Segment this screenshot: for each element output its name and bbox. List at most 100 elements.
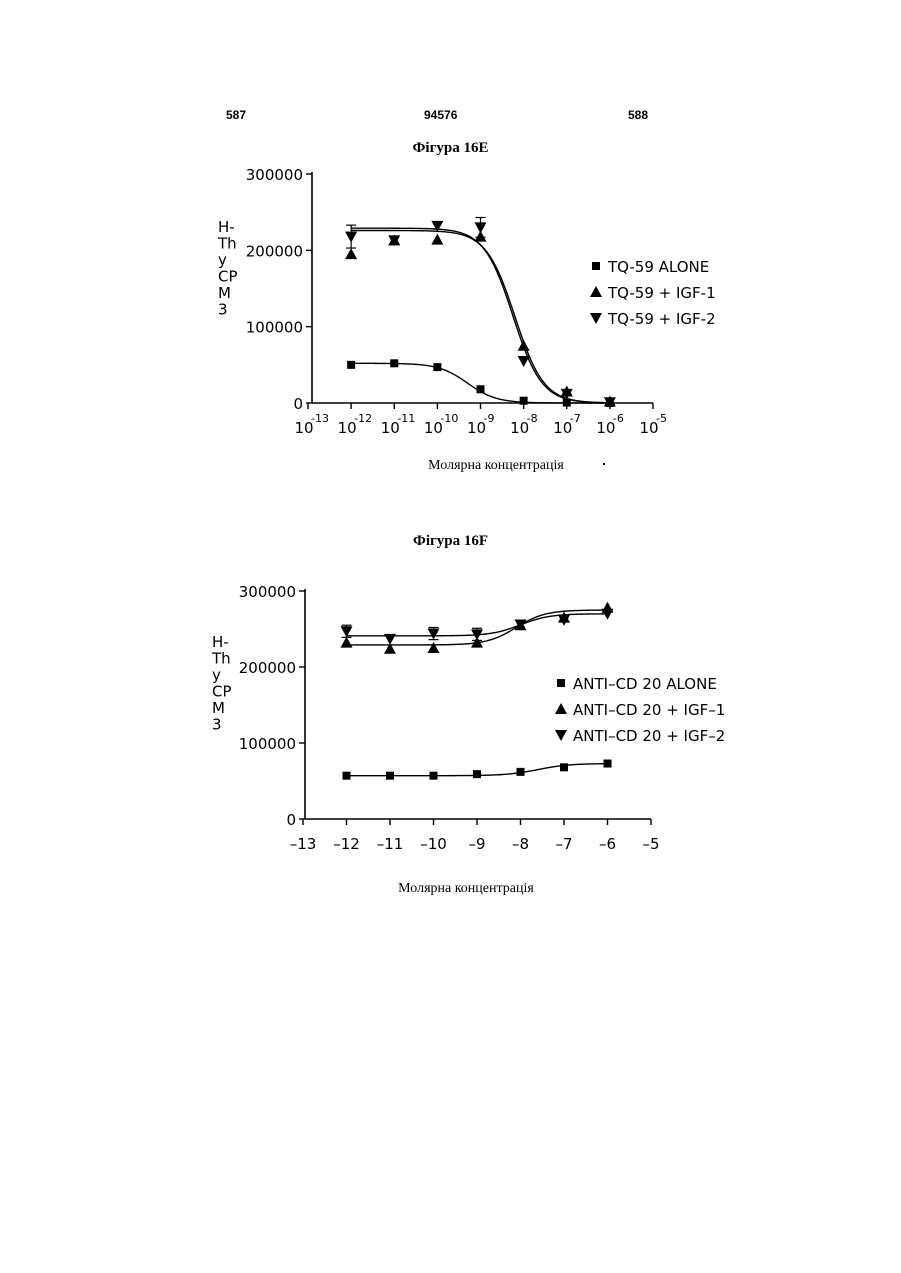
- data-point: [386, 772, 394, 780]
- y-axis-label: H-ThyCPM3: [217, 218, 238, 319]
- x-tick-label: –8: [512, 835, 529, 853]
- x-tick-label: 10-8: [510, 412, 538, 437]
- series-1: [343, 760, 612, 780]
- x-tick-label: –5: [642, 835, 659, 853]
- y-axis-label-line: y: [212, 666, 221, 684]
- page-number-right: 588: [628, 108, 648, 122]
- data-point: [604, 760, 612, 768]
- x-tick-exponent: -10: [440, 412, 458, 425]
- data-point: [343, 772, 351, 780]
- data-point: [347, 361, 355, 369]
- y-tick-label: 300000: [239, 583, 296, 601]
- data-point: [560, 763, 568, 771]
- y-tick-label: 100000: [246, 319, 303, 337]
- legend: ANTI–CD 20 ALONE ANTI–CD 20 + IGF–1 ANTI–C…: [555, 675, 725, 745]
- x-tick-exponent: -7: [570, 412, 581, 425]
- legend-marker: [557, 679, 565, 687]
- x-tick-label: –7: [555, 835, 572, 853]
- x-tick-exponent: -5: [656, 412, 667, 425]
- chart-title-16e: Фігура 16E: [0, 140, 901, 157]
- legend-label: TQ-59 + IGF-1: [607, 284, 716, 302]
- data-point: [475, 222, 487, 233]
- data-point: [430, 772, 438, 780]
- y-axis-label-line: H-: [212, 633, 229, 651]
- fit-curve: [351, 363, 608, 403]
- y-axis-label-line: 3: [218, 301, 228, 319]
- y-axis-label-line: Th: [211, 650, 231, 668]
- data-point: [431, 221, 443, 232]
- x-axis-label-16f: Молярна концентрація: [366, 881, 566, 897]
- legend-marker: [555, 730, 567, 741]
- series-3: [341, 609, 614, 645]
- x-tick-label: –10: [420, 835, 447, 853]
- data-point: [431, 234, 443, 245]
- legend-label: TQ-59 ALONE: [607, 258, 709, 276]
- y-tick-label: 0: [293, 395, 303, 413]
- x-tick-label: 10-10: [424, 412, 459, 437]
- stray-dot: [603, 463, 605, 465]
- data-point: [384, 634, 396, 645]
- legend-marker: [590, 313, 602, 324]
- y-tick-label: 0: [286, 811, 296, 829]
- series-2: [345, 230, 616, 406]
- legend-label: TQ-59 + IGF-2: [607, 310, 716, 328]
- x-tick-exponent: -12: [354, 412, 372, 425]
- y-axis-label-line: CP: [218, 268, 238, 286]
- x-tick-label: 10-9: [467, 412, 495, 437]
- document-number: 94576: [424, 108, 457, 122]
- legend-marker: [555, 703, 567, 714]
- data-point: [477, 385, 485, 393]
- axes: 0 100000 200000 300000 10-13 10-12 10-11 10-10 1…: [246, 166, 667, 437]
- x-tick-label: –13: [290, 835, 317, 853]
- data-point: [473, 770, 481, 778]
- data-point: [341, 637, 353, 648]
- x-tick-exponent: -6: [613, 412, 624, 425]
- fit-curve: [351, 228, 608, 403]
- y-tick-label: 300000: [246, 166, 303, 184]
- y-tick-label: 200000: [239, 659, 296, 677]
- data-point: [433, 363, 441, 371]
- y-axis-label-line: M: [218, 284, 231, 302]
- y-axis-label-line: CP: [212, 683, 232, 701]
- x-tick-label: 10-6: [596, 412, 624, 437]
- x-tick-label: 10-11: [381, 412, 416, 437]
- y-axis-label-line: M: [212, 699, 225, 717]
- chart-16e: 0 100000 200000 300000 10-13 10-12 10-11 10-10 1…: [0, 160, 901, 460]
- legend-label: ANTI–CD 20 + IGF–1: [573, 701, 725, 719]
- x-tick-exponent: -11: [397, 412, 415, 425]
- chart-16f: 0100000200000300000–13–12–11–10–9–8–7–6–…: [0, 575, 901, 875]
- y-tick-label: 200000: [246, 242, 303, 260]
- y-tick-label: 100000: [239, 735, 296, 753]
- x-tick-label: 10-5: [639, 412, 667, 437]
- series-3: [345, 218, 616, 409]
- x-tick-label: –11: [377, 835, 404, 853]
- legend-marker: [592, 262, 600, 270]
- y-axis-label: H-ThyCPM3: [211, 633, 232, 734]
- fit-curve: [351, 230, 608, 402]
- data-point: [517, 768, 525, 776]
- x-tick-label: 10-13: [294, 412, 329, 437]
- data-point: [428, 629, 440, 640]
- x-tick-label: –6: [599, 835, 616, 853]
- legend-label: ANTI–CD 20 + IGF–2: [573, 727, 725, 745]
- y-axis-label-line: 3: [212, 716, 222, 734]
- data-point: [520, 397, 528, 405]
- x-tick-exponent: -13: [311, 412, 329, 425]
- x-tick-label: –9: [468, 835, 485, 853]
- y-axis-label-line: Th: [217, 235, 237, 253]
- x-tick-label: 10-12: [338, 412, 373, 437]
- data-point: [345, 232, 357, 243]
- x-tick-exponent: -8: [527, 412, 538, 425]
- y-axis-label-line: H-: [218, 218, 235, 236]
- data-point: [428, 642, 440, 653]
- x-tick-exponent: -9: [484, 412, 495, 425]
- data-point: [390, 359, 398, 367]
- y-axis-label-line: y: [218, 251, 227, 269]
- chart-title-16f: Фігура 16F: [0, 533, 901, 550]
- legend-marker: [590, 286, 602, 297]
- x-axis-label-16e: Молярна концентрація: [396, 458, 596, 474]
- x-tick-label: 10-7: [553, 412, 581, 437]
- legend-label: ANTI–CD 20 ALONE: [573, 675, 717, 693]
- data-point: [518, 356, 530, 367]
- page-number-left: 587: [226, 108, 246, 122]
